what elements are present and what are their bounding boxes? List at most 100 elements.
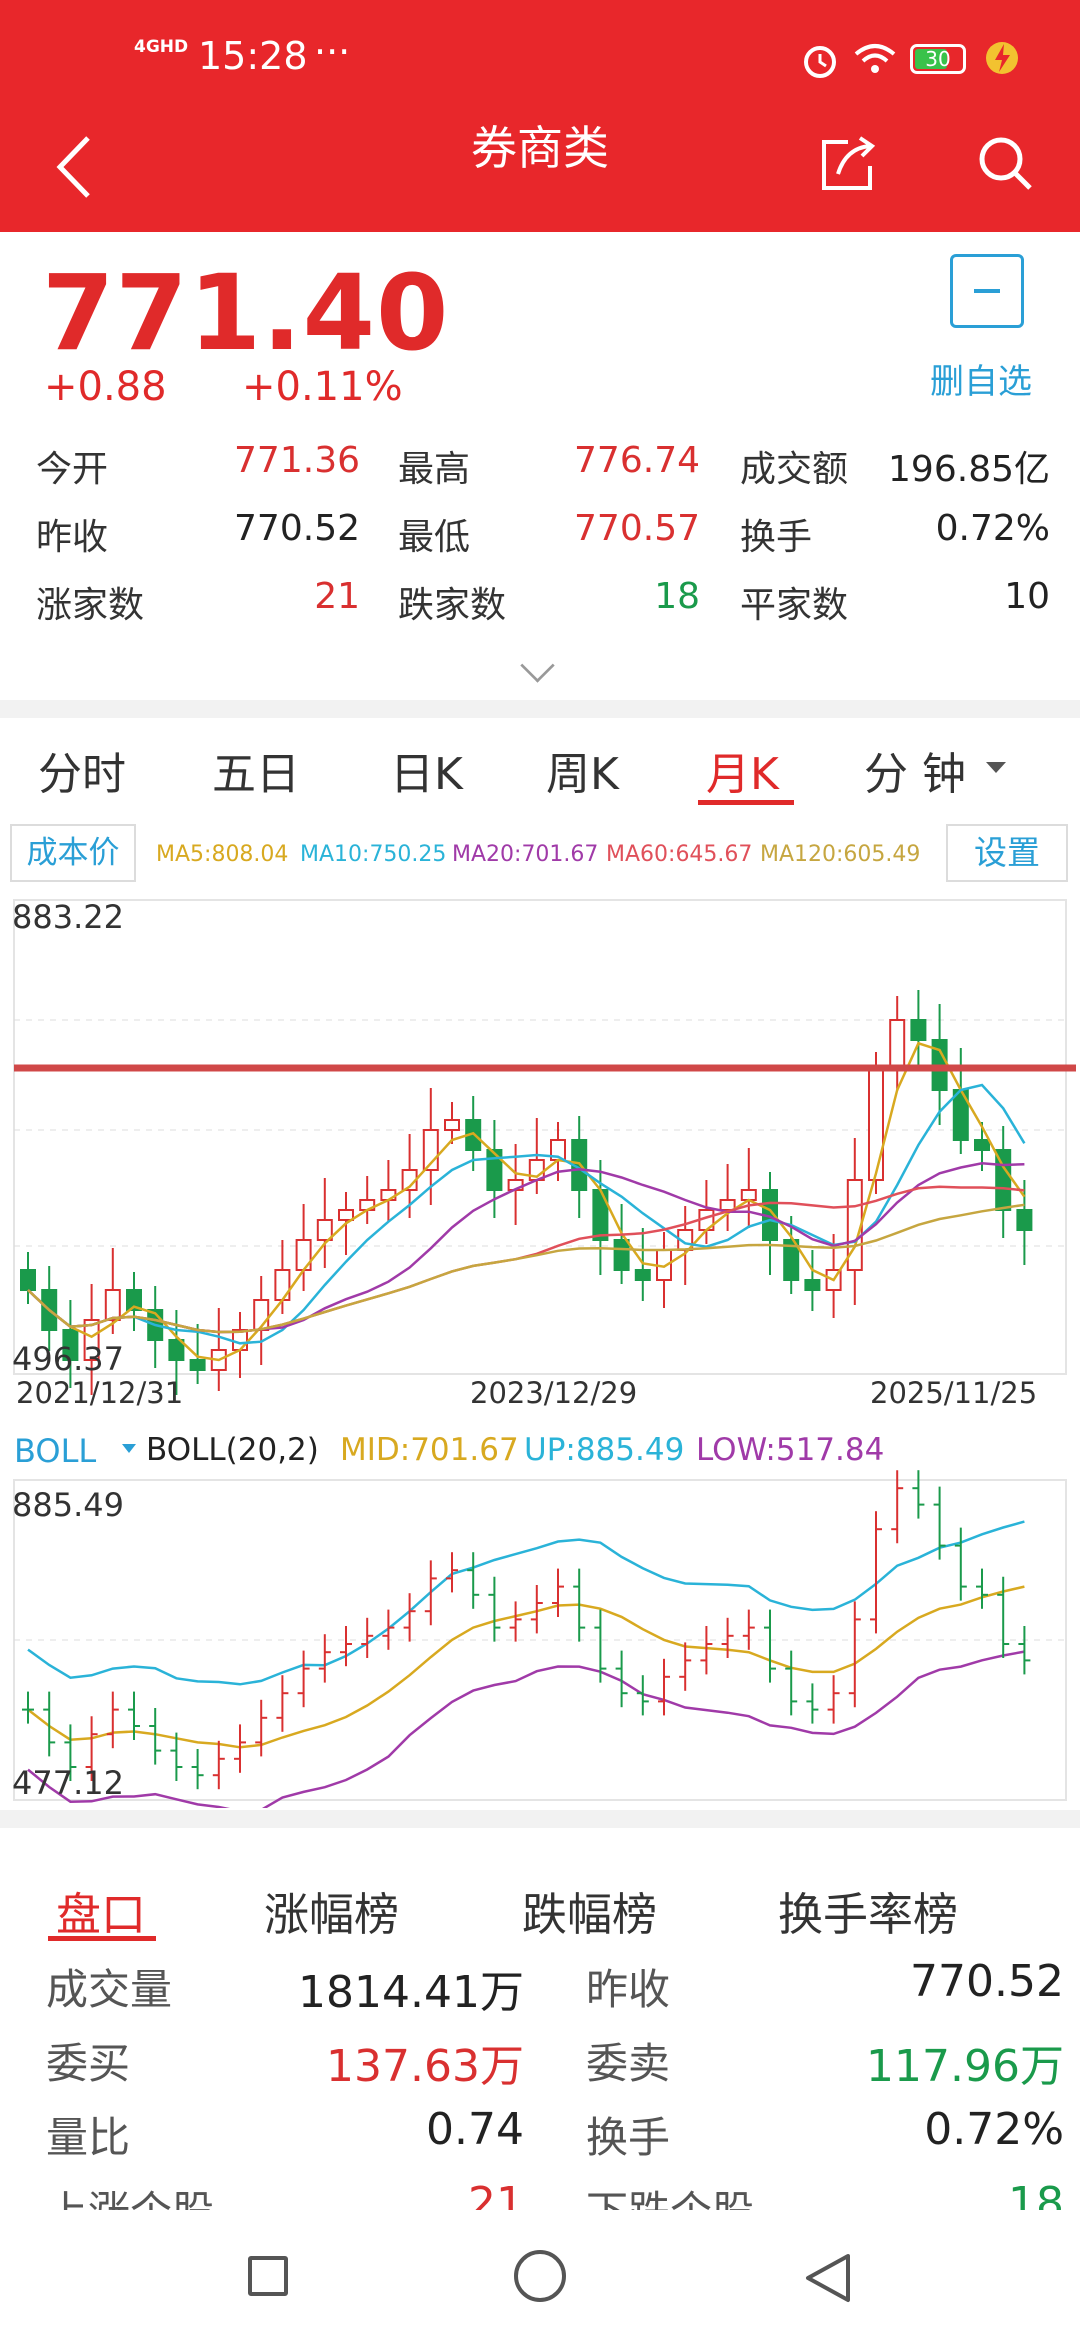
stat-label: 最低 (398, 517, 471, 558)
bottom-tab[interactable]: 盘口 (56, 1888, 147, 1941)
kchart-candle (613, 1239, 630, 1271)
boll-y-min: 477.12 (12, 1764, 124, 1802)
kchart-candle (316, 1219, 333, 1241)
settings-button[interactable]: 设置 (946, 824, 1068, 882)
bottom-tab[interactable]: 换手率榜 (778, 1888, 959, 1941)
kchart-y-min: 496.37 (12, 1340, 124, 1378)
charging-icon (986, 42, 1018, 74)
kchart-frame (13, 899, 1067, 1375)
kchart-candle (889, 1019, 906, 1071)
monthly-candlestick-chart[interactable] (0, 890, 1080, 1415)
caret-down-icon[interactable] (986, 762, 1006, 773)
stat-value: 21 (314, 576, 360, 617)
boll-up: UP:885.49 (524, 1432, 685, 1468)
panel-value: 137.63万 (326, 2041, 524, 2092)
kchart-ma-line (27, 1203, 1025, 1334)
kchart-ma-line (27, 1041, 1026, 1362)
stat-value: 196.85亿 (888, 449, 1050, 490)
recent-apps-icon[interactable] (248, 2256, 288, 2296)
active-tab-indicator (698, 800, 794, 805)
period-tab[interactable]: 分 钟 (864, 749, 966, 800)
panel-value: 0.74 (426, 2104, 524, 2155)
kchart-candle (104, 1289, 121, 1321)
expand-chevron-icon[interactable] (520, 648, 555, 683)
back-arrow-icon[interactable] (52, 134, 96, 200)
bottom-tab[interactable]: 涨幅榜 (264, 1888, 400, 1941)
home-icon[interactable] (514, 2250, 566, 2302)
stat-value: 776.74 (574, 440, 700, 481)
kchart-candle (910, 1019, 927, 1041)
kchart-ma-line (27, 1162, 1025, 1334)
divider (0, 1810, 1080, 1828)
kchart-candle (62, 1329, 79, 1361)
panel-label: 量比 (46, 2113, 131, 2162)
ma-legend-item: MA10:750.25 (300, 842, 447, 867)
search-icon[interactable] (976, 134, 1036, 194)
kchart-date-start: 2021/12/31 (16, 1376, 184, 1410)
active-bottom-tab-indicator (48, 1936, 156, 1941)
boll-low: LOW:517.84 (696, 1432, 885, 1468)
stat-value: 0.72% (935, 508, 1050, 549)
stat-label: 平家数 (740, 585, 849, 626)
cost-price-button[interactable]: 成本价 (10, 824, 136, 882)
panel-label: 换手 (586, 2113, 671, 2162)
boll-upper-band (27, 1520, 1025, 1686)
kchart-candle (20, 1269, 36, 1291)
boll-caret-icon[interactable] (122, 1444, 136, 1453)
stat-value: 770.57 (574, 508, 700, 549)
kchart-candle (868, 1069, 884, 1181)
stat-label: 成交额 (740, 449, 849, 490)
boll-mid: MID:701.67 (340, 1432, 519, 1468)
kchart-candle (83, 1319, 100, 1361)
nav-back-icon[interactable] (798, 2248, 858, 2308)
kchart-candle (380, 1189, 397, 1201)
kchart-candle (274, 1269, 291, 1301)
wifi-icon (854, 44, 896, 73)
remove-watchlist-label[interactable]: 删自选 (930, 362, 1032, 402)
remove-watchlist-button[interactable] (950, 254, 1024, 328)
stat-value: 18 (654, 576, 700, 617)
kchart-date-mid: 2023/12/29 (470, 1376, 638, 1410)
period-tab[interactable]: 月K (706, 749, 779, 800)
boll-chart[interactable] (0, 1418, 1080, 1808)
network-indicator: 4GHD (134, 37, 189, 57)
share-icon[interactable] (818, 132, 878, 194)
divider (0, 700, 1080, 718)
kchart-candle (1016, 1209, 1033, 1231)
panel-label: 委买 (46, 2039, 131, 2088)
panel-label: 昨收 (586, 1965, 671, 2014)
price-change-percent: +0.11% (242, 364, 403, 410)
period-tab[interactable]: 周K (546, 749, 619, 800)
stat-value: 771.36 (234, 440, 360, 481)
period-tab[interactable]: 分时 (38, 749, 126, 800)
kchart-candle (719, 1199, 736, 1211)
boll-indicator-selector[interactable]: BOLL (14, 1432, 97, 1470)
bottom-tab[interactable]: 跌幅榜 (522, 1888, 658, 1941)
boll-params: BOLL(20,2) (146, 1432, 319, 1468)
stat-label: 最高 (398, 449, 471, 490)
page-title: 券商类 (471, 121, 609, 175)
kchart-candle (126, 1289, 142, 1311)
kchart-candle (189, 1359, 206, 1371)
ma-legend-item: MA20:701.67 (452, 842, 599, 867)
kchart-candle (740, 1189, 757, 1201)
app-header: 4GHD 15:28 ··· 30 券商类 (0, 0, 1080, 232)
battery-level: 30 (925, 47, 951, 71)
ma-legend-item: MA60:645.67 (606, 842, 753, 867)
kchart-candle (804, 1279, 821, 1291)
boll-y-max: 885.49 (12, 1486, 124, 1524)
stat-label: 跌家数 (398, 585, 507, 626)
stat-label: 涨家数 (36, 585, 145, 626)
ma-legend-item: MA5:808.04 (156, 842, 289, 867)
kchart-candle (783, 1239, 800, 1281)
last-price: 771.40 (42, 252, 450, 374)
period-tab[interactable]: 日K (390, 749, 463, 800)
panel-label: 成交量 (46, 1965, 173, 2014)
kchart-candle (486, 1149, 503, 1191)
kchart-candle (974, 1139, 990, 1151)
stat-label: 换手 (740, 517, 813, 558)
period-tab[interactable]: 五日 (212, 749, 300, 800)
kchart-candle (444, 1119, 460, 1131)
panel-label: 委卖 (586, 2039, 671, 2088)
kchart-candle (634, 1269, 651, 1281)
